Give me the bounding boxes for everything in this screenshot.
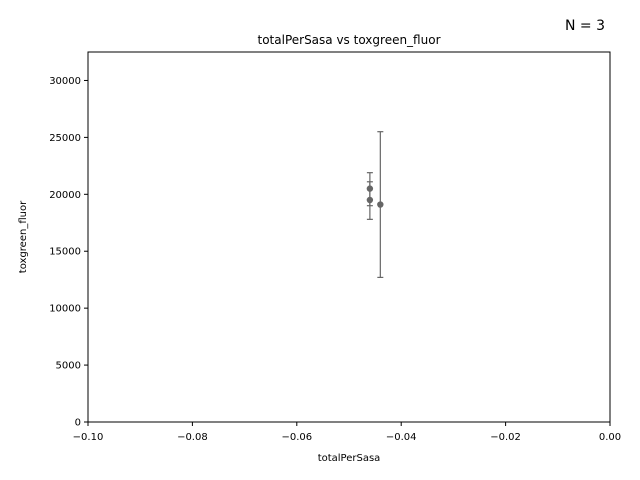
x-axis-label: totalPerSasa [318,453,381,464]
data-point [377,201,384,208]
x-tick-label: 0.00 [599,432,621,443]
plot-frame [87,51,611,423]
y-tick-label: 15000 [49,247,81,258]
x-tick-label: −0.08 [177,432,208,443]
y-axis: 0 5000 10000 15000 20000 25000 30000 [49,76,88,429]
data-point [366,196,374,204]
x-tick-label: −0.10 [73,432,104,443]
sample-count-annotation: N = 3 [565,18,605,34]
data-point [366,185,374,192]
data-points [366,185,384,208]
y-tick-label: 25000 [49,133,81,144]
x-tick-label: −0.06 [281,432,312,443]
y-tick-label: 20000 [49,190,81,201]
x-tick-label: −0.02 [490,432,521,443]
x-tick-label: −0.04 [386,432,417,443]
y-tick-label: 30000 [49,76,81,87]
chart-title: totalPerSasa vs toxgreen_fluor [258,33,441,47]
y-tick-label: 10000 [49,304,81,315]
y-tick-label: 0 [75,418,81,429]
y-axis-label: toxgreen_fluor [18,200,29,273]
x-axis: −0.10 −0.08 −0.06 −0.04 −0.02 0.00 [73,422,621,443]
y-tick-label: 5000 [56,361,81,372]
